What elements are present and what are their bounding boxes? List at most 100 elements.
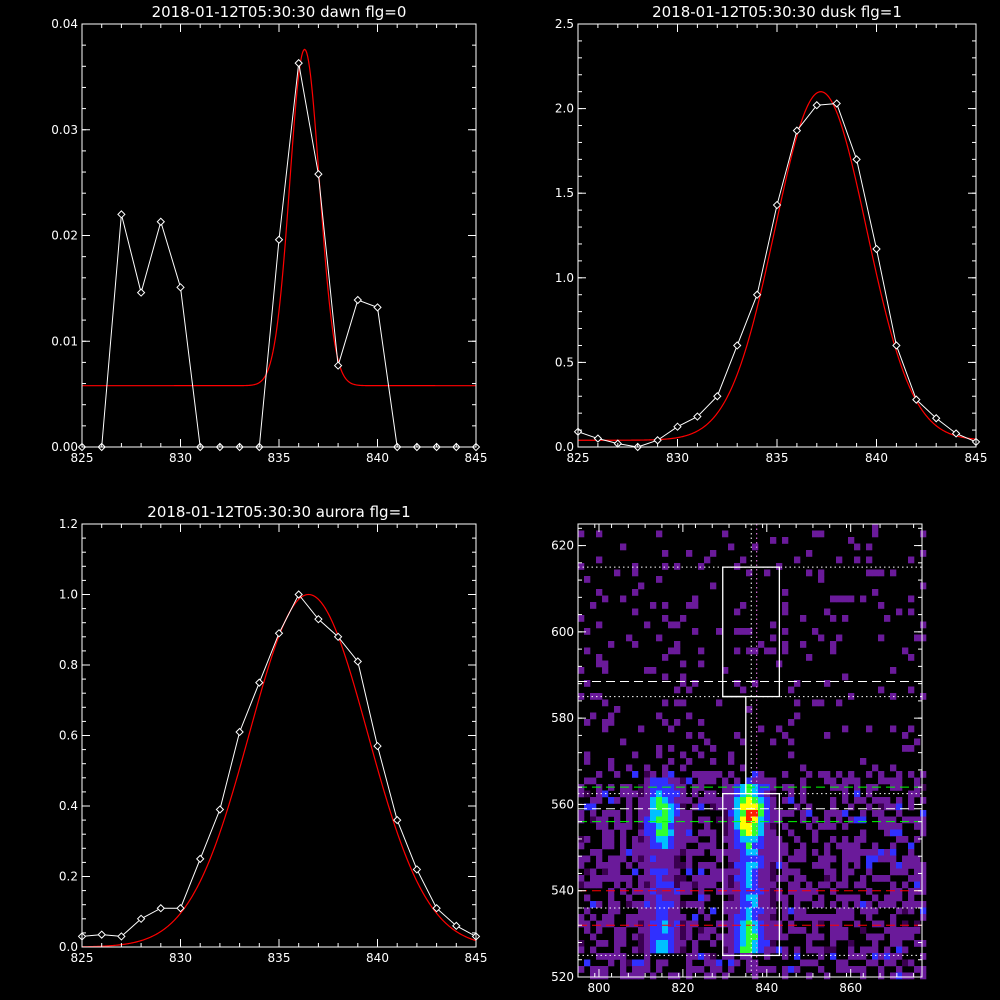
heatmap-cell: [890, 842, 897, 850]
heatmap-cell: [596, 771, 603, 778]
heatmap-cell: [758, 823, 765, 830]
heatmap-cell: [890, 823, 897, 830]
heatmap-cell: [662, 927, 669, 934]
heatmap-cell: [698, 719, 705, 726]
heatmap-cell: [806, 959, 813, 967]
heatmap-cell: [824, 855, 831, 863]
heatmap-cell: [788, 719, 795, 726]
heatmap-cell: [686, 777, 693, 785]
heatmap-cell: [710, 582, 717, 590]
heatmap-cell: [608, 959, 615, 967]
heatmap-cell: [584, 680, 591, 687]
heatmap-cell: [686, 602, 693, 609]
heatmap-cell: [704, 816, 711, 824]
heatmap-cell: [620, 959, 627, 967]
heatmap-cell: [896, 836, 903, 843]
heatmap-cell: [614, 823, 621, 830]
heatmap-cell: [920, 550, 927, 557]
heatmap-cell: [746, 940, 753, 947]
heatmap-cell: [740, 628, 747, 635]
heatmap-cell: [740, 842, 747, 850]
heatmap-cell: [734, 907, 741, 915]
heatmap-cell: [656, 966, 663, 973]
heatmap-cell: [854, 849, 861, 856]
heatmap-cell: [824, 816, 831, 824]
heatmap-cell: [608, 758, 615, 765]
heatmap-cell: [770, 816, 777, 824]
data-point: [314, 169, 323, 179]
heatmap-cell: [836, 907, 843, 915]
heatmap-cell: [686, 836, 693, 843]
heatmap-cell: [650, 855, 657, 863]
heatmap-cell: [710, 803, 717, 811]
heatmap-cell: [698, 797, 705, 804]
heatmap-cell: [626, 816, 633, 824]
heatmap-cell: [770, 940, 777, 947]
heatmap-cell: [842, 927, 849, 934]
heatmap-cell: [758, 875, 765, 882]
heatmap-cell: [674, 901, 681, 908]
heatmap-cell: [728, 758, 735, 765]
y-tick-label: 2.5: [555, 17, 574, 31]
heatmap-cell: [800, 764, 807, 772]
heatmap-cell: [812, 628, 819, 635]
heatmap-cell: [578, 862, 585, 869]
heatmap-cell: [758, 894, 765, 902]
heatmap-cell: [746, 803, 753, 811]
heatmap-cell: [740, 940, 747, 947]
data-point: [812, 101, 822, 110]
heatmap-cell: [752, 881, 759, 889]
heatmap-cell: [698, 771, 705, 778]
heatmap-cell: [758, 888, 765, 895]
heatmap-cell: [728, 953, 735, 960]
x-tick-label: 820: [671, 981, 694, 995]
heatmap-cell: [764, 810, 771, 817]
heatmap-cell: [632, 751, 639, 759]
heatmap-cell: [758, 777, 765, 785]
heatmap-cell: [914, 862, 921, 869]
heatmap-cell: [650, 901, 657, 908]
heatmap-cell: [908, 842, 915, 850]
heatmap-cell: [752, 855, 759, 863]
heatmap-cell: [578, 940, 585, 947]
heatmap-cell: [728, 836, 735, 843]
heatmap-cell: [608, 842, 615, 850]
heatmap-cell: [644, 855, 651, 863]
heatmap-cell: [782, 628, 789, 635]
heatmap-cell: [830, 953, 837, 960]
heatmap-cell: [860, 953, 867, 960]
heatmap-cell: [818, 576, 825, 583]
heatmap-cell: [896, 784, 903, 791]
x-tick-label: 860: [839, 981, 862, 995]
heatmap-cell: [794, 901, 801, 908]
heatmap-cell: [722, 810, 729, 817]
heatmap-cell: [656, 634, 663, 642]
heatmap-cell: [806, 550, 813, 557]
heatmap-cell: [596, 953, 603, 960]
heatmap-cell: [662, 894, 669, 902]
heatmap-cell: [644, 790, 651, 798]
heatmap-cell: [836, 771, 843, 778]
heatmap-cell: [644, 764, 651, 772]
heatmap-cell: [878, 569, 885, 577]
heatmap-cell: [824, 946, 831, 954]
heatmap-cell: [674, 914, 681, 921]
heatmap-cell: [644, 875, 651, 882]
y-tick-label: 0.02: [51, 229, 78, 243]
heatmap-cell: [680, 849, 687, 856]
heatmap-cell: [860, 797, 867, 804]
heatmap-cell: [584, 855, 591, 863]
heatmap-cell: [674, 816, 681, 824]
heatmap-cell: [716, 628, 723, 635]
heatmap-cell: [824, 972, 831, 980]
heatmap-cell: [902, 901, 909, 908]
heatmap-cell: [752, 816, 759, 824]
heatmap-cell: [686, 686, 693, 694]
heatmap-cell: [734, 914, 741, 921]
heatmap-cell: [590, 777, 597, 785]
heatmap-cell: [608, 868, 615, 876]
heatmap-cell: [620, 940, 627, 947]
heatmap-cell: [650, 888, 657, 895]
heatmap-cell: [722, 972, 729, 980]
heatmap-cell: [638, 907, 645, 915]
